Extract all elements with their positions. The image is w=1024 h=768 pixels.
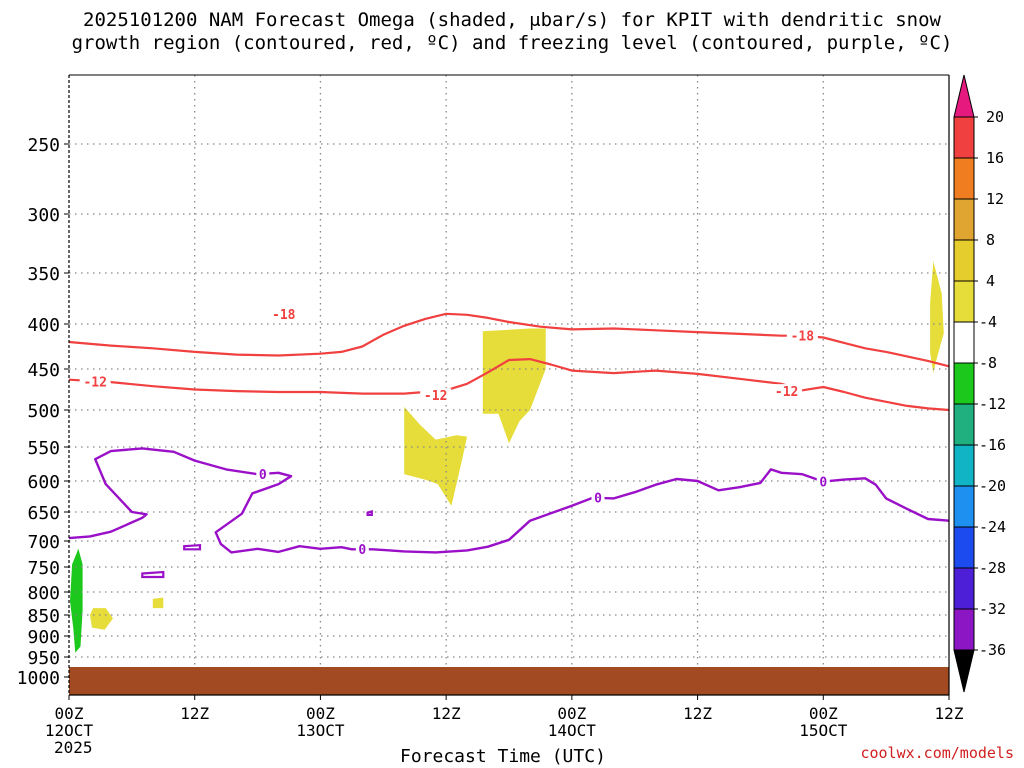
chart-title-line-2: growth region (contoured, red, ºC) and f…	[71, 32, 953, 54]
ground-layer	[69, 667, 949, 695]
omega-region-2	[482, 328, 546, 444]
y-tick-label-850: 850	[27, 606, 60, 627]
contour-layer: -18 -18 -12 -12 -12 0 0 0 0	[68, 306, 950, 579]
x-tick-label-2-2: 13OCT	[296, 721, 345, 740]
x-tick-label-0-3: 2025	[54, 738, 93, 757]
freezing-blob-1	[141, 570, 165, 579]
chart-title-line-1: 2025101200 NAM Forecast Omega (shaded, μ…	[83, 9, 941, 31]
y-axis: 2503003504004505005506006507007508008509…	[17, 135, 69, 689]
freezing-label-0: 0	[259, 468, 267, 483]
freezing-blob-2	[183, 544, 202, 551]
colorbar: 20 16 12 8 4 -4 -8 -12 -16 -20 -24 -28 -32 -36	[953, 74, 1006, 693]
contour-label--18-1-bg	[786, 328, 818, 343]
colorbar-label-5: -4	[979, 313, 997, 331]
y-tick-label-800: 800	[27, 583, 60, 604]
contour-label--12-1: -12	[424, 389, 447, 404]
y-tick-label-950: 950	[27, 648, 60, 669]
y-tick-label-900: 900	[27, 627, 60, 648]
y-tick-label-650: 650	[27, 503, 60, 524]
y-tick-label-1000: 1000	[17, 668, 60, 689]
colorbar-segment-5	[953, 321, 975, 364]
omega-region-1	[404, 406, 468, 506]
freezing-label-2: 0	[594, 492, 602, 507]
y-tick-label-550: 550	[27, 438, 60, 459]
credit-text[interactable]: coolwx.com/models	[860, 744, 1014, 762]
colorbar-label-0: 20	[986, 108, 1004, 126]
colorbar-label-9: -20	[979, 477, 1006, 495]
x-tick-label-4-2: 14OCT	[548, 721, 597, 740]
colorbar-label-6: -8	[979, 354, 997, 372]
x-tick-label-4-1: 00Z	[557, 704, 586, 723]
colorbar-segment-4	[953, 280, 975, 323]
contour-label--12-0: -12	[83, 375, 106, 390]
contour-label--12-0-bg	[79, 374, 111, 389]
colorbar-label-10: -24	[979, 518, 1006, 536]
freezing-blob-3	[366, 509, 373, 517]
y-tick-label-600: 600	[27, 472, 60, 493]
colorbar-label-7: -12	[979, 395, 1006, 413]
omega-region-5	[152, 597, 164, 609]
omega-region-4	[90, 608, 113, 630]
colorbar-segment-10	[953, 526, 975, 569]
x-tick-label-1-1: 12Z	[180, 704, 209, 723]
colorbar-segment-8	[953, 444, 975, 487]
colorbar-label-2: 12	[986, 190, 1004, 208]
colorbar-segment-9	[953, 485, 975, 528]
colorbar-bottom-arrow	[953, 649, 975, 693]
freezing-label-1-bg	[355, 541, 369, 556]
y-tick-label-500: 500	[27, 401, 60, 422]
colorbar-segment-2	[953, 198, 975, 241]
colorbar-label-8: -16	[979, 436, 1006, 454]
colorbar-label-12: -32	[979, 600, 1006, 618]
omega-region-6	[70, 548, 83, 653]
contour-label--12-2: -12	[775, 385, 798, 400]
y-tick-label-300: 300	[27, 205, 60, 226]
x-tick-label-5-1: 12Z	[683, 704, 712, 723]
dendritic-contour--18	[68, 312, 950, 368]
colorbar-segment-1	[953, 157, 975, 200]
colorbar-segment-6	[953, 362, 975, 405]
colorbar-label-11: -28	[979, 559, 1006, 577]
colorbar-label-4: 4	[986, 272, 995, 290]
colorbar-segment-12	[953, 608, 975, 651]
x-tick-label-7-1: 12Z	[935, 704, 964, 723]
contour-label--18-0-bg	[268, 306, 300, 321]
freezing-label-1: 0	[358, 543, 366, 558]
y-tick-label-450: 450	[27, 360, 60, 381]
y-tick-label-400: 400	[27, 315, 60, 336]
colorbar-segment-7	[953, 403, 975, 446]
y-tick-label-700: 700	[27, 532, 60, 553]
x-tick-label-0-2: 12OCT	[45, 721, 94, 740]
x-tick-label-6-1: 00Z	[809, 704, 838, 723]
x-tick-label-3-1: 12Z	[432, 704, 461, 723]
colorbar-top-arrow	[953, 74, 975, 118]
x-axis-label: Forecast Time (UTC)	[400, 746, 606, 767]
x-tick-label-6-2: 15OCT	[799, 721, 848, 740]
freezing-label-3: 0	[819, 476, 827, 491]
x-tick-label-0-1: 00Z	[55, 704, 84, 723]
omega-region-3	[930, 261, 944, 374]
colorbar-label-1: 16	[986, 149, 1004, 167]
dendritic-contour--12	[68, 358, 950, 412]
colorbar-segment-0	[953, 116, 975, 159]
colorbar-label-3: 8	[986, 231, 995, 249]
ground-surface	[69, 667, 949, 695]
contour-label--18-1: -18	[791, 330, 815, 345]
y-tick-label-350: 350	[27, 264, 60, 285]
contour-label--12-2-bg	[771, 384, 803, 399]
colorbar-segment-11	[953, 567, 975, 610]
omega-shading-layer	[70, 261, 944, 653]
y-tick-label-250: 250	[27, 135, 60, 156]
y-tick-label-750: 750	[27, 558, 60, 579]
contour-label--12-1-bg	[420, 388, 452, 403]
x-tick-label-2-1: 00Z	[306, 704, 335, 723]
colorbar-label-13: -36	[979, 641, 1006, 659]
freezing-label-0-bg	[256, 467, 270, 482]
contour-label--18-0: -18	[272, 308, 296, 323]
colorbar-segment-3	[953, 239, 975, 282]
freezing-label-2-bg	[591, 490, 605, 505]
freezing-label-3-bg	[816, 474, 830, 489]
